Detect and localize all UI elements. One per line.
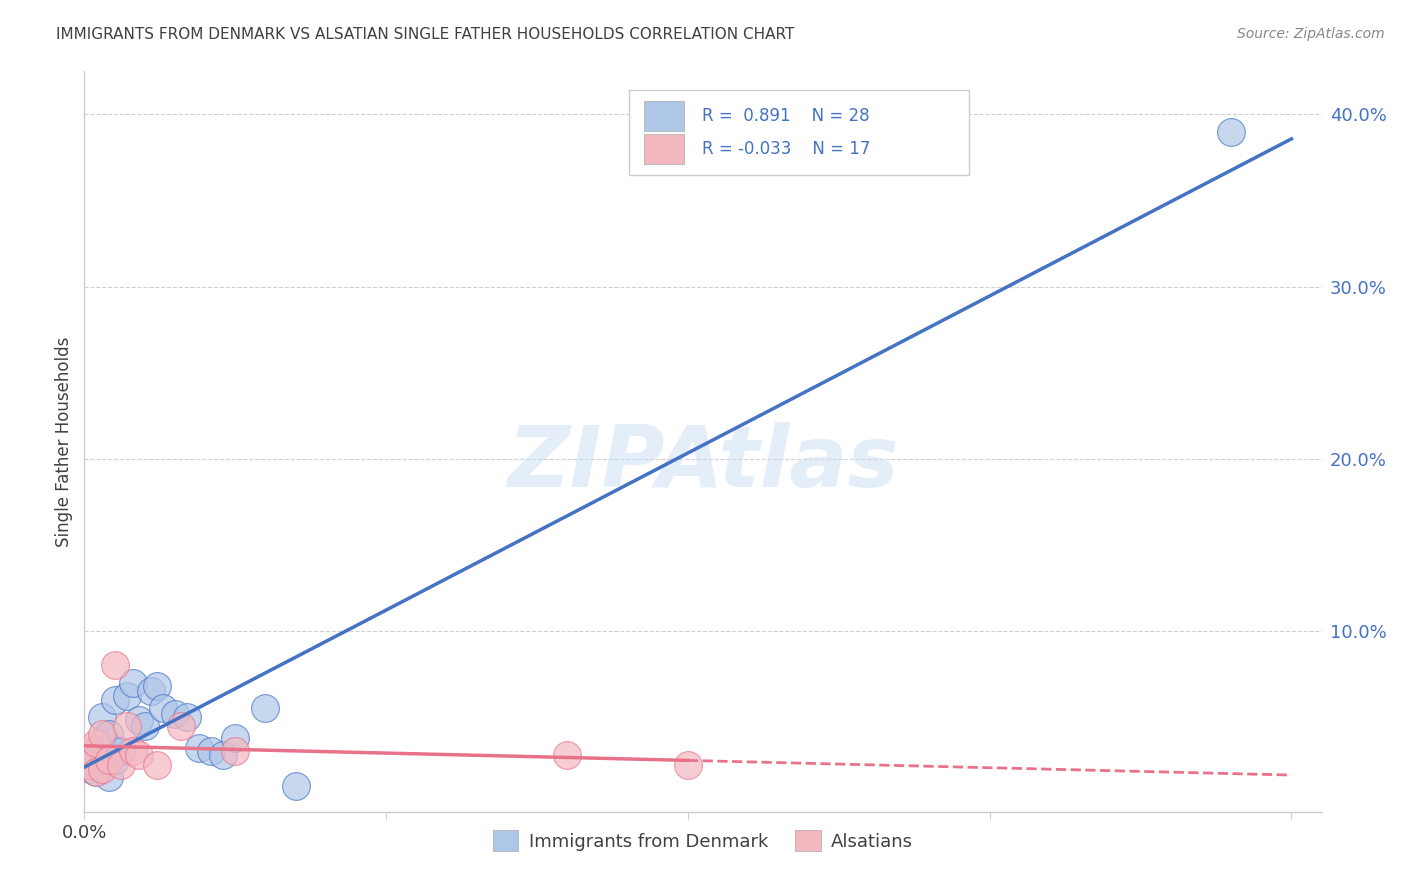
Point xyxy=(91,762,114,776)
FancyBboxPatch shape xyxy=(644,135,685,164)
Point xyxy=(103,658,125,673)
Text: ZIPAtlas: ZIPAtlas xyxy=(508,422,898,505)
Point xyxy=(212,747,235,762)
Point xyxy=(176,710,198,724)
Point xyxy=(555,747,578,762)
Text: R = -0.033    N = 17: R = -0.033 N = 17 xyxy=(702,140,870,158)
Point xyxy=(97,753,120,767)
Point xyxy=(79,758,101,772)
Point xyxy=(91,736,114,750)
Point xyxy=(86,736,108,750)
Point xyxy=(97,727,120,741)
Point xyxy=(91,758,114,772)
Y-axis label: Single Father Households: Single Father Households xyxy=(55,336,73,547)
Point xyxy=(134,718,156,732)
Point xyxy=(146,679,169,693)
Text: R =  0.891    N = 28: R = 0.891 N = 28 xyxy=(702,107,869,125)
Text: Source: ZipAtlas.com: Source: ZipAtlas.com xyxy=(1237,27,1385,41)
Point xyxy=(103,753,125,767)
Point xyxy=(128,714,150,728)
Point xyxy=(91,727,114,741)
Point xyxy=(115,690,138,704)
Point xyxy=(200,744,222,758)
Point xyxy=(1220,125,1243,139)
Point xyxy=(110,744,132,758)
Point xyxy=(676,758,699,772)
Point xyxy=(224,731,246,745)
Point xyxy=(79,762,101,776)
Point xyxy=(284,779,307,793)
Point xyxy=(86,765,108,780)
FancyBboxPatch shape xyxy=(644,101,685,130)
Point xyxy=(128,747,150,762)
Point xyxy=(86,744,108,758)
Point xyxy=(110,758,132,772)
FancyBboxPatch shape xyxy=(628,90,969,175)
Point xyxy=(224,744,246,758)
Point xyxy=(79,744,101,758)
Point xyxy=(254,701,277,715)
Legend: Immigrants from Denmark, Alsatians: Immigrants from Denmark, Alsatians xyxy=(485,823,921,858)
Point xyxy=(152,701,174,715)
Point xyxy=(86,765,108,780)
Point xyxy=(121,744,143,758)
Point xyxy=(79,753,101,767)
Point xyxy=(121,675,143,690)
Point xyxy=(115,718,138,732)
Point xyxy=(97,770,120,784)
Point xyxy=(146,758,169,772)
Point xyxy=(188,741,211,756)
Point xyxy=(163,706,186,721)
Point xyxy=(139,684,162,698)
Point xyxy=(103,693,125,707)
Text: IMMIGRANTS FROM DENMARK VS ALSATIAN SINGLE FATHER HOUSEHOLDS CORRELATION CHART: IMMIGRANTS FROM DENMARK VS ALSATIAN SING… xyxy=(56,27,794,42)
Point xyxy=(91,710,114,724)
Point xyxy=(170,718,193,732)
